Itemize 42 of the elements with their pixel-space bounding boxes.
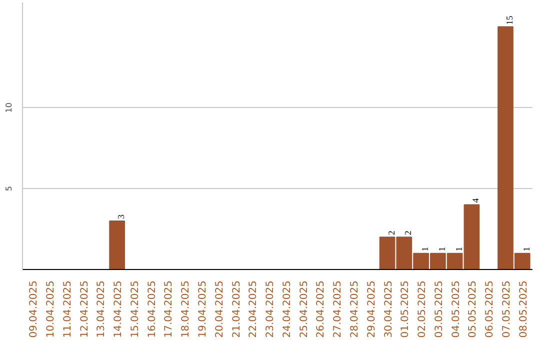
bar — [109, 220, 125, 270]
data-label: 1 — [420, 246, 430, 252]
x-tick-label: 29.04.2025 — [366, 280, 378, 338]
x-tick-label: 02.05.2025 — [417, 280, 428, 338]
x-tick-label: 24.04.2025 — [282, 280, 293, 338]
x-tick-label: 26.04.2025 — [316, 280, 327, 338]
data-label: 2 — [386, 230, 396, 236]
x-tick-label: 28.04.2025 — [349, 280, 360, 338]
x-tick-label: 01.05.2025 — [400, 280, 412, 338]
x-tick-label: 11.04.2025 — [62, 280, 74, 338]
x-tick-label: 06.05.2025 — [484, 280, 496, 338]
x-tick-label: 20.04.2025 — [214, 280, 226, 338]
data-label: 3 — [116, 214, 126, 219]
x-tick-label: 13.04.2025 — [96, 280, 108, 338]
x-tick-label: 12.04.2025 — [79, 280, 90, 338]
x-tick-label: 25.04.2025 — [298, 280, 310, 338]
data-label: 4 — [470, 198, 481, 203]
x-tick-label: 30.04.2025 — [383, 280, 394, 338]
data-label: 2 — [403, 230, 414, 236]
x-tick-label: 15.04.2025 — [130, 280, 141, 338]
data-label: 1 — [454, 246, 464, 252]
x-tick-label: 05.05.2025 — [468, 280, 479, 338]
x-tick-label: 21.04.2025 — [231, 280, 242, 338]
y-tick-label: 10 — [4, 102, 14, 113]
x-tick-label: 27.04.2025 — [332, 280, 344, 338]
y-tick-label: 5 — [4, 186, 14, 192]
x-tick-label: 18.04.2025 — [180, 280, 192, 338]
x-tick-label: 22.04.2025 — [248, 280, 260, 338]
x-tick-label: 23.04.2025 — [265, 280, 276, 338]
data-label: 15 — [504, 15, 514, 25]
x-tick-label: 09.04.2025 — [28, 280, 40, 338]
x-tick-label: 04.05.2025 — [450, 280, 462, 338]
x-tick-label: 08.05.2025 — [518, 280, 530, 338]
x-tick-label: 14.04.2025 — [113, 280, 124, 338]
data-label: 1 — [436, 246, 447, 252]
x-tick-label: 07.05.2025 — [501, 280, 512, 338]
x-tick-label: 19.04.2025 — [198, 280, 209, 338]
x-tick-label: 17.04.2025 — [164, 280, 175, 338]
x-tick-label: 10.04.2025 — [46, 280, 57, 338]
data-label: 1 — [521, 246, 532, 252]
x-tick-label: 16.04.2025 — [146, 280, 158, 338]
x-tick-label: 03.05.2025 — [434, 280, 445, 338]
